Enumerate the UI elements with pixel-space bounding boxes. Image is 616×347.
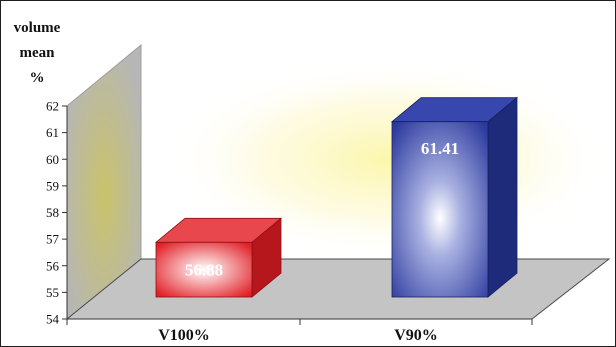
y-tick-label-56: 56 (46, 258, 60, 273)
y-tick-label-57: 57 (46, 232, 60, 247)
y-axis-label-line-2: mean (20, 45, 56, 61)
y-tick-label-58: 58 (46, 205, 59, 220)
y-axis-label-line-1: volume (14, 20, 61, 36)
category-label-v100: V100% (158, 327, 210, 344)
bar-v90-side (487, 96, 518, 298)
category-label-v90: V90% (394, 327, 438, 344)
y-tick-label-59: 59 (46, 178, 59, 193)
y-tick-label-61: 61 (46, 125, 59, 140)
y-tick-label-54: 54 (46, 312, 60, 327)
y-tick-label-55: 55 (46, 285, 59, 300)
data-label-v100: 56.88 (185, 261, 223, 280)
data-label-v90: 61.41 (421, 139, 459, 158)
bar-v90: 61.41 (390, 96, 519, 298)
bars-group: 56.88 61.41 (154, 96, 519, 298)
y-ticks-group: 54 55 56 57 58 59 60 61 62 (46, 99, 67, 327)
y-axis-label-line-3: % (30, 70, 45, 86)
y-tick-label-60: 60 (46, 152, 59, 167)
bar-v90-front (391, 121, 489, 298)
y-tick-label-62: 62 (46, 99, 59, 114)
bar-v100-front (155, 241, 253, 298)
bar-v100: 56.88 (154, 217, 283, 298)
floor (65, 258, 611, 320)
